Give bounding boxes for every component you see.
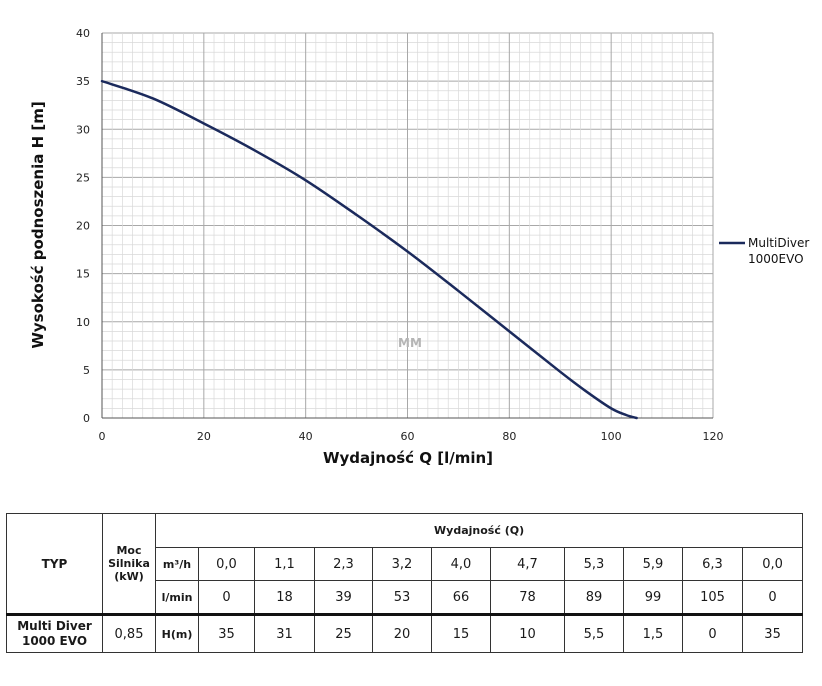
- flow-lmin-cell: 18: [254, 580, 315, 615]
- flow-m3h-cell: 1,1: [254, 547, 315, 581]
- x-tick-label: 40: [299, 430, 313, 443]
- x-axis-ticks: 0 20 40 60 80 100 120: [99, 430, 724, 443]
- flow-lmin-cell: 0: [741, 580, 804, 615]
- series-line-0: [100, 79, 638, 420]
- flow-m3h-cell: 2,3: [314, 547, 373, 581]
- flow-lmin-cell: 78: [490, 580, 565, 615]
- legend-label-line2: 1000EVO: [748, 252, 804, 266]
- flow-m3h-cell: 4,7: [490, 547, 565, 581]
- flow-lmin-cell: 105: [682, 580, 743, 615]
- legend: MultiDiver 1000EVO: [719, 236, 809, 266]
- flow-lmin-cell: 66: [431, 580, 491, 615]
- x-tick-label: 60: [401, 430, 415, 443]
- power-header-line3: (kW): [114, 570, 144, 583]
- performance-table: TYP Moc Silnika (kW) Wydajność (Q) m³/h …: [6, 513, 804, 653]
- head-cell: 20: [372, 613, 432, 653]
- head-cell: 31: [254, 613, 315, 653]
- y-axis-title: Wysokość podnoszenia H [m]: [29, 101, 47, 348]
- flow-lmin-cell: 89: [564, 580, 624, 615]
- head-cell: 10: [490, 613, 565, 653]
- y-tick-label: 5: [83, 364, 90, 377]
- typ-header: TYP: [6, 513, 103, 615]
- unit-lmin: l/min: [155, 580, 199, 615]
- head-cell: 15: [431, 613, 491, 653]
- x-tick-label: 120: [703, 430, 724, 443]
- y-tick-label: 30: [76, 123, 90, 136]
- y-tick-label: 0: [83, 412, 90, 425]
- x-tick-label: 0: [99, 430, 106, 443]
- x-tick-label: 20: [197, 430, 211, 443]
- y-axis-ticks: 0 5 10 15 20 25 30 35 40: [76, 27, 90, 425]
- y-tick-label: 15: [76, 268, 90, 281]
- flow-m3h-cell: 5,9: [623, 547, 683, 581]
- flow-lmin-cell: 0: [198, 580, 255, 615]
- flow-m3h-cell: 0,0: [741, 547, 804, 581]
- flow-lmin-cell: 99: [623, 580, 683, 615]
- chart-series: [100, 79, 638, 420]
- y-tick-label: 25: [76, 171, 90, 184]
- head-cell: 35: [198, 613, 255, 653]
- row-m3h: m³/h 0,0 1,1 2,3 3,2 4,0 4,7 5,3 5,9 6,3 0,0: [7, 547, 804, 581]
- flow-m3h-cell: 6,3: [682, 547, 743, 581]
- power-header: Moc Silnika (kW): [102, 513, 156, 615]
- x-tick-label: 100: [601, 430, 622, 443]
- head-cell: 35: [741, 613, 804, 653]
- row-model: Multi Diver 1000 EVO 0,85 H(m) 35 31 25 20 1…: [6, 613, 804, 653]
- head-cell: 5,5: [564, 613, 624, 653]
- y-tick-label: 35: [76, 75, 90, 88]
- head-cell: 25: [314, 613, 373, 653]
- y-tick-label: 40: [76, 27, 90, 40]
- flow-m3h-cell: 5,3: [564, 547, 624, 581]
- power-header-line2: Silnika: [108, 557, 150, 570]
- model-name-line2: 1000 EVO: [21, 634, 88, 648]
- flow-header: Wydajność (Q): [154, 513, 804, 548]
- watermark-text: MM: [398, 336, 422, 350]
- chart-axes: [101, 33, 713, 419]
- y-tick-label: 20: [76, 220, 90, 233]
- model-name: Multi Diver 1000 EVO: [6, 613, 103, 653]
- legend-label-line1: MultiDiver: [748, 236, 809, 250]
- pump-performance-chart: 0 20 40 60 80 100 120 0 5 10 15 20 25 30 35 40 MM Wyda…: [29, 27, 809, 467]
- flow-m3h-cell: 3,2: [372, 547, 432, 581]
- x-tick-label: 80: [502, 430, 516, 443]
- unit-h: H(m): [155, 613, 199, 653]
- flow-m3h-cell: 0,0: [198, 547, 255, 581]
- flow-lmin-cell: 53: [372, 580, 432, 615]
- y-tick-label: 10: [76, 316, 90, 329]
- unit-m3h: m³/h: [155, 547, 199, 581]
- head-cell: 1,5: [623, 613, 683, 653]
- power-header-line1: Moc: [116, 544, 142, 557]
- head-cell: 0: [682, 613, 743, 653]
- power-value: 0,85: [102, 613, 156, 653]
- flow-lmin-cell: 39: [314, 580, 373, 615]
- chart-grid: [101, 32, 714, 419]
- model-name-line1: Multi Diver: [17, 619, 92, 633]
- x-axis-title: Wydajność Q [l/min]: [323, 449, 493, 467]
- flow-m3h-cell: 4,0: [431, 547, 491, 581]
